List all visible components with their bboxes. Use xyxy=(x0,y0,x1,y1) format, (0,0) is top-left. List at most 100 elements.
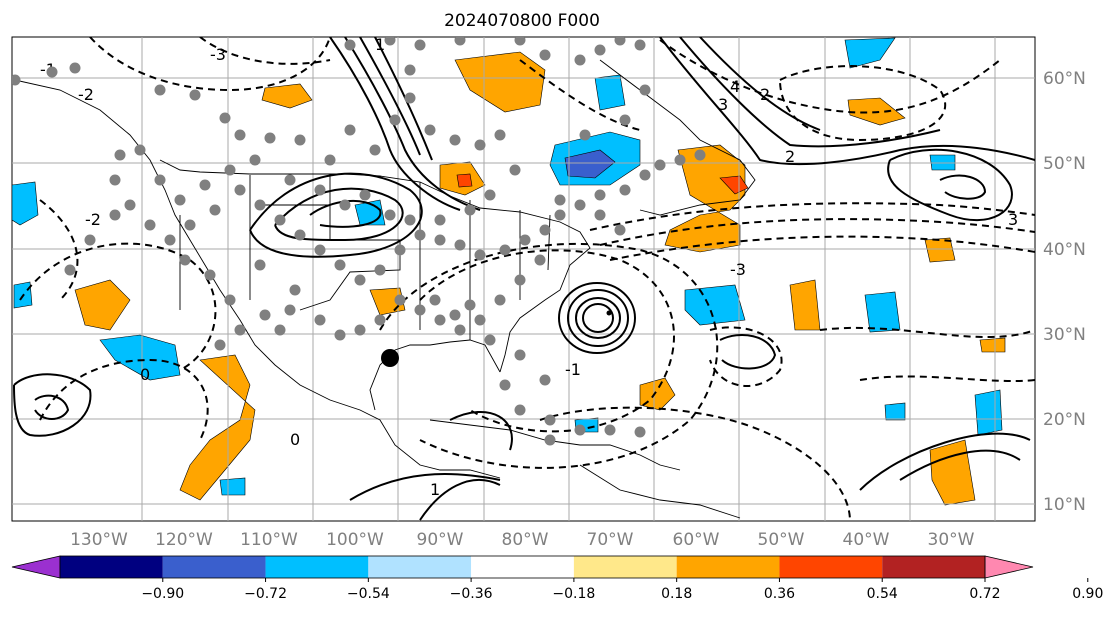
station-dot xyxy=(494,129,506,141)
colorbar-segment xyxy=(368,556,472,578)
orange-region xyxy=(261,83,313,109)
contour-label: 1 xyxy=(430,480,440,499)
station-dot xyxy=(354,274,366,286)
station-dot xyxy=(294,229,306,241)
orange-region xyxy=(179,354,256,501)
blue-region xyxy=(884,402,906,421)
station-dot xyxy=(204,269,216,281)
orange-region xyxy=(924,237,956,263)
lat-label: 60°N xyxy=(1043,69,1086,89)
cyclone-contour xyxy=(567,289,629,347)
lon-label: 100°W xyxy=(326,530,384,550)
lon-label: 40°W xyxy=(843,530,890,550)
lat-label: 20°N xyxy=(1043,410,1086,430)
colorbar-segment xyxy=(676,556,780,578)
station-dot xyxy=(64,264,76,276)
station-dot xyxy=(634,39,646,51)
station-dot xyxy=(414,229,426,241)
station-dot xyxy=(109,174,121,186)
station-dot xyxy=(639,169,651,181)
blue-region xyxy=(684,284,746,326)
longitude-labels: 130°W 120°W 110°W 100°W 90°W 80°W 70°W 6… xyxy=(70,530,975,550)
colorbar-tick-label: 0.72 xyxy=(969,586,1000,602)
station-dot xyxy=(264,132,276,144)
station-dot xyxy=(514,404,526,416)
contour-label: 3 xyxy=(718,95,728,114)
contour-label: 4 xyxy=(730,77,740,96)
station-dot xyxy=(434,214,446,226)
station-dot xyxy=(389,114,401,126)
station-dot xyxy=(594,209,606,221)
colorbar-tick-label: −0.90 xyxy=(141,586,184,602)
station-dot xyxy=(344,39,356,51)
station-dot xyxy=(534,254,546,266)
blue-region xyxy=(974,389,1003,436)
station-dot xyxy=(359,189,371,201)
station-dot xyxy=(464,204,476,216)
colorbar-extend-high xyxy=(984,555,1034,579)
colorbar-tick-label: 0.90 xyxy=(1072,586,1103,602)
contour-label: 3 xyxy=(1008,210,1018,229)
station-dot xyxy=(539,224,551,236)
station-dot xyxy=(674,154,686,166)
station-dot xyxy=(449,134,461,146)
latitude-labels: 60°N 50°N 40°N 30°N 20°N 10°N xyxy=(1043,69,1086,515)
station-dot xyxy=(254,199,266,211)
station-dot xyxy=(694,149,706,161)
navy-region xyxy=(564,149,616,179)
station-dot xyxy=(574,54,586,66)
station-dot xyxy=(509,164,521,176)
blue-region xyxy=(12,181,39,226)
station-dot xyxy=(484,334,496,346)
map-content: -1 -2 -3 0 1 2 3 4 -1 -2 -3 0 1 2 3 xyxy=(12,37,1035,521)
station-dot xyxy=(134,144,146,156)
station-dot xyxy=(554,209,566,221)
station-dot xyxy=(544,414,556,426)
colorbar-tick-label: −0.54 xyxy=(347,586,390,602)
contour-labels: -1 -2 -3 0 1 2 3 4 -1 -2 -3 0 1 2 3 xyxy=(40,37,1018,499)
station-dot xyxy=(209,204,221,216)
colorbar-segment xyxy=(471,556,574,578)
orange-region xyxy=(929,439,976,506)
red-region xyxy=(719,175,749,195)
lon-label: 30°W xyxy=(928,530,975,550)
colorbar-segment xyxy=(779,556,883,578)
orange-region xyxy=(979,337,1006,353)
station-dot xyxy=(654,159,666,171)
station-dot xyxy=(314,314,326,326)
station-dot xyxy=(579,129,591,141)
station-dot xyxy=(514,274,526,286)
station-dot xyxy=(449,309,461,321)
station-dot xyxy=(284,174,296,186)
station-dot xyxy=(414,39,426,51)
station-dot xyxy=(314,244,326,256)
lat-label: 50°N xyxy=(1043,154,1086,174)
blue-region xyxy=(219,477,246,496)
station-dot xyxy=(394,294,406,306)
colorbar-segment xyxy=(882,556,985,578)
station-dot xyxy=(434,234,446,246)
station-dot xyxy=(154,84,166,96)
contour-label: 2 xyxy=(760,85,770,104)
station-dot xyxy=(344,124,356,136)
station-dot xyxy=(404,214,416,226)
figure-title: 2024070800 F000 xyxy=(444,11,600,31)
station-dot xyxy=(474,249,486,261)
colorbar-segment xyxy=(573,556,677,578)
station-dot xyxy=(369,144,381,156)
station-dot xyxy=(404,64,416,76)
station-dot xyxy=(259,309,271,321)
station-dot xyxy=(594,189,606,201)
station-dot xyxy=(254,259,266,271)
station-dot xyxy=(84,234,96,246)
station-dot xyxy=(554,194,566,206)
lon-label: 60°W xyxy=(673,530,720,550)
station-dot xyxy=(314,184,326,196)
station-dot xyxy=(284,304,296,316)
station-dot xyxy=(234,184,246,196)
station-dot xyxy=(174,194,186,206)
lon-label: 90°W xyxy=(417,530,464,550)
colorbar: −0.90 −0.72 −0.54 −0.36 −0.18 0.18 0.36 0.54 0.7… xyxy=(11,555,1103,602)
station-dot xyxy=(634,426,646,438)
